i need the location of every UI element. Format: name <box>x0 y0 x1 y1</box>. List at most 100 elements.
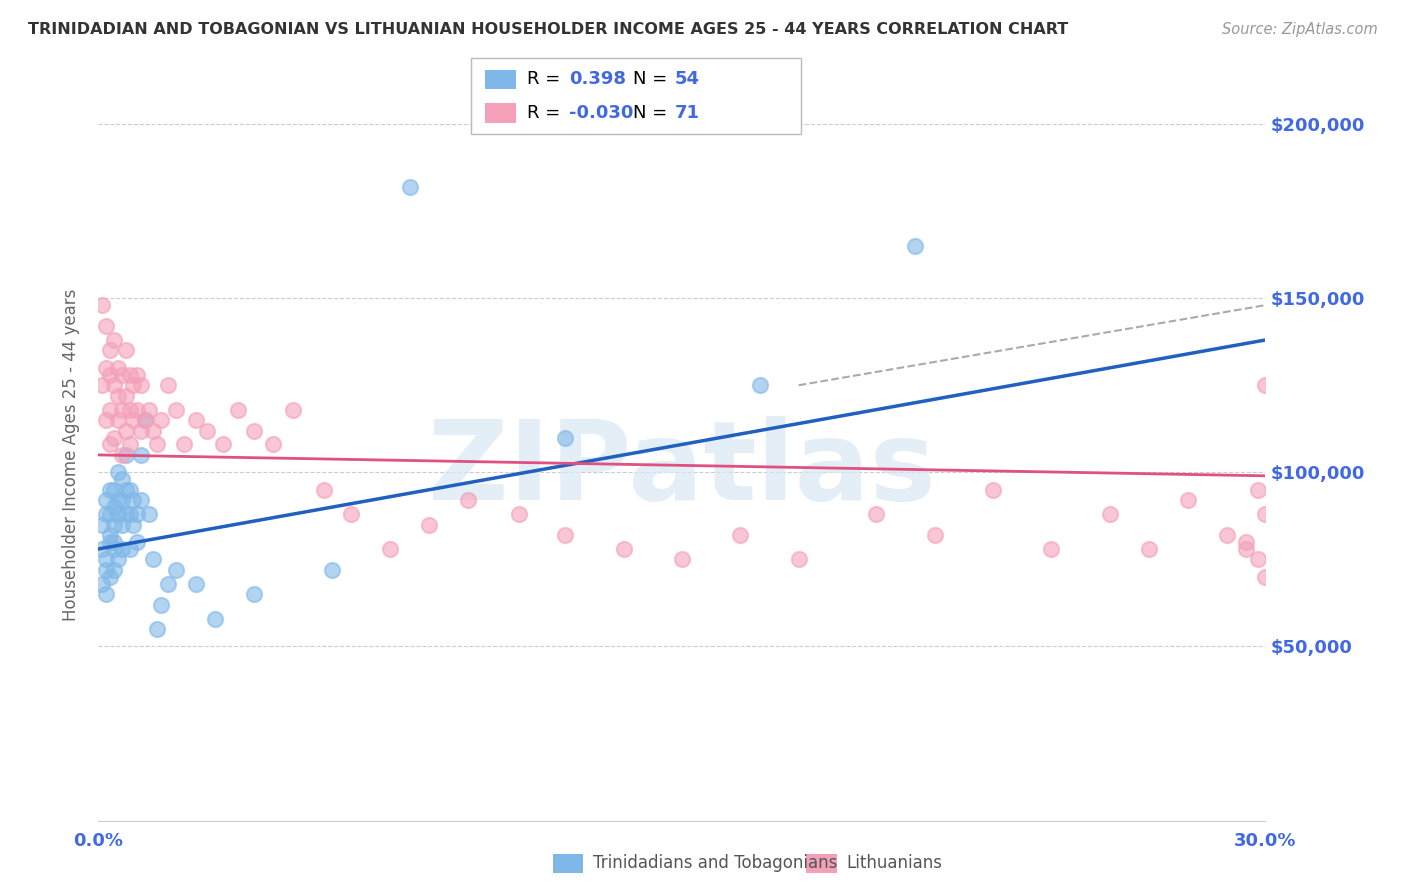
Point <box>981 483 1004 497</box>
Point <box>111 517 134 532</box>
Point <box>114 507 136 521</box>
Point <box>98 368 121 382</box>
Point <box>262 437 284 451</box>
Point <box>321 563 343 577</box>
Point <box>96 552 118 566</box>
Point <box>103 563 125 577</box>
Point <box>111 368 134 382</box>
Point <box>340 507 363 521</box>
Point <box>173 437 195 451</box>
Point <box>103 535 125 549</box>
Point <box>418 517 440 532</box>
Point <box>134 413 156 427</box>
Point <box>107 493 129 508</box>
Point <box>129 378 152 392</box>
Point <box>138 402 160 417</box>
Point <box>111 541 134 556</box>
Point <box>98 507 121 521</box>
Point <box>1177 493 1199 508</box>
Point <box>312 483 335 497</box>
Point <box>212 437 235 451</box>
Point <box>129 493 152 508</box>
Point <box>671 552 693 566</box>
Point <box>96 319 118 334</box>
Text: TRINIDADIAN AND TOBAGONIAN VS LITHUANIAN HOUSEHOLDER INCOME AGES 25 - 44 YEARS C: TRINIDADIAN AND TOBAGONIAN VS LITHUANIAN… <box>28 22 1069 37</box>
Point <box>98 535 121 549</box>
Point <box>122 517 145 532</box>
Point <box>243 424 266 438</box>
Text: R =: R = <box>527 104 567 122</box>
Point <box>127 368 149 382</box>
Point <box>165 402 187 417</box>
Point <box>118 507 141 521</box>
Point <box>107 466 129 480</box>
Point <box>142 424 165 438</box>
Point <box>127 507 149 521</box>
Point <box>122 378 145 392</box>
Point <box>107 413 129 427</box>
Point <box>114 483 136 497</box>
Point <box>114 389 136 403</box>
Point <box>184 413 207 427</box>
Text: R =: R = <box>527 70 567 88</box>
Point <box>98 483 121 497</box>
Point <box>122 493 145 508</box>
Point <box>103 500 125 515</box>
Point <box>111 472 134 486</box>
Point <box>554 528 576 542</box>
Text: -0.030: -0.030 <box>569 104 634 122</box>
Point <box>118 402 141 417</box>
Point <box>122 413 145 427</box>
Point <box>730 528 752 542</box>
Point <box>98 528 121 542</box>
Point <box>380 541 402 556</box>
Point <box>554 430 576 444</box>
Point <box>157 576 180 591</box>
Point <box>1234 535 1257 549</box>
Point <box>114 424 136 438</box>
Point <box>613 541 636 556</box>
Point <box>398 179 420 194</box>
Point <box>1254 570 1277 584</box>
Point <box>204 612 226 626</box>
Point <box>1098 507 1121 521</box>
Point <box>103 333 125 347</box>
Point <box>96 507 118 521</box>
Text: Trinidadians and Tobagonians: Trinidadians and Tobagonians <box>593 855 838 872</box>
Point <box>111 448 134 462</box>
Point <box>1215 528 1237 542</box>
Point <box>924 528 946 542</box>
Point <box>103 430 125 444</box>
Text: 71: 71 <box>675 104 700 122</box>
Point <box>1246 483 1268 497</box>
Point <box>96 413 118 427</box>
Point <box>127 535 149 549</box>
Point <box>107 507 129 521</box>
Point <box>91 378 114 392</box>
Point <box>1137 541 1160 556</box>
Point <box>1234 541 1257 556</box>
Point <box>748 378 770 392</box>
Point <box>91 541 114 556</box>
Point <box>149 413 172 427</box>
Point <box>114 343 136 358</box>
Point <box>146 437 169 451</box>
Point <box>107 389 129 403</box>
Point <box>1254 507 1277 521</box>
Text: N =: N = <box>633 104 672 122</box>
Point <box>508 507 530 521</box>
Point <box>138 507 160 521</box>
Point <box>118 368 141 382</box>
Point <box>157 378 180 392</box>
Point <box>96 563 118 577</box>
Point <box>146 622 169 636</box>
Point <box>127 402 149 417</box>
Point <box>98 402 121 417</box>
Point <box>96 360 118 375</box>
Point <box>787 552 810 566</box>
Point <box>118 483 141 497</box>
Text: Source: ZipAtlas.com: Source: ZipAtlas.com <box>1222 22 1378 37</box>
Text: ZIPatlas: ZIPatlas <box>427 416 936 523</box>
Point <box>91 298 114 312</box>
Text: 0.398: 0.398 <box>569 70 627 88</box>
